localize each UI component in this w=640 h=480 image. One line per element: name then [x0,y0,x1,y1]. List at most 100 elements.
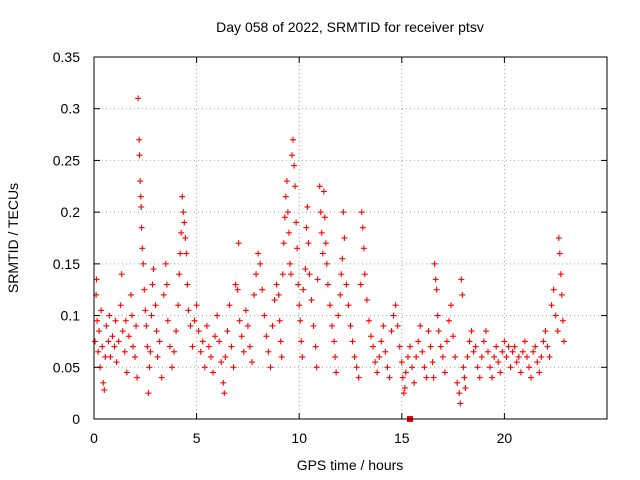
data-point [466,338,473,345]
data-point [331,338,338,345]
data-point [317,209,324,216]
data-point [322,240,329,247]
data-point [544,343,551,350]
data-point [542,328,549,335]
data-point [265,348,272,355]
data-point [295,281,302,288]
data-point [267,364,274,371]
data-point [433,286,440,293]
data-point [136,136,143,143]
data-point [338,271,345,278]
data-point [304,203,311,210]
data-point [404,353,411,360]
data-point [96,328,103,335]
data-point [456,390,463,397]
axis-ticks: 0 0.05 0.1 0.15 0.2 0.25 0.3 0.35 0 5 10 15 20 [53,49,607,446]
data-point [235,240,242,247]
data-point [189,343,196,350]
data-point [484,348,491,355]
data-point [102,353,109,360]
data-point [501,338,508,345]
data-point [136,152,143,159]
data-point [111,343,118,350]
y-tick-label: 0.1 [61,308,81,324]
data-point [160,291,167,298]
data-point [138,224,145,231]
data-point [457,400,464,407]
data-point [191,317,198,324]
data-point [439,353,446,360]
data-point [183,250,190,257]
data-point [299,353,306,360]
data-point [103,322,110,329]
x-tick-label: 20 [497,430,513,446]
data-point [283,178,290,185]
data-point [141,286,148,293]
data-point [181,219,188,226]
data-point [353,364,360,371]
data-point [224,328,231,335]
data-point [534,359,541,366]
data-point [511,343,518,350]
data-point [556,250,563,257]
data-point [263,333,270,340]
data-point [560,338,567,345]
data-point [99,343,106,350]
y-axis-label: SRMTID / TECUs [5,183,21,293]
data-point [552,312,559,319]
data-point [296,302,303,309]
data-point [343,281,350,288]
data-point [386,374,393,381]
data-point [419,348,426,355]
data-point [413,353,420,360]
data-point [285,229,292,236]
data-point [482,328,489,335]
data-point [305,240,312,247]
data-point [133,322,140,329]
data-point [137,193,144,200]
data-point [319,250,326,257]
data-point [257,260,264,267]
data-point [177,250,184,257]
data-point [302,266,309,273]
data-point [101,387,108,394]
data-point [499,348,506,355]
data-point [123,369,130,376]
data-point [273,281,280,288]
data-point [462,384,469,391]
data-point [171,348,178,355]
data-point [280,240,287,247]
data-point [538,353,545,360]
data-point [431,260,438,267]
data-point [201,364,208,371]
data-point [448,302,455,309]
data-point [521,338,528,345]
data-point [361,271,368,278]
data-point [468,328,475,335]
data-point [128,312,135,319]
data-point [291,162,298,169]
data-point [407,343,414,350]
data-point [282,193,289,200]
data-point [230,364,237,371]
data-point [557,271,564,278]
data-point [158,374,165,381]
data-point [423,374,430,381]
data-point [326,302,333,309]
data-point [127,291,134,298]
data-point [142,307,149,314]
data-point [432,276,439,283]
data-point [278,353,285,360]
data-point [207,353,214,360]
data-point [298,338,305,345]
data-point [550,286,557,293]
data-point [558,291,565,298]
data-point [185,307,192,314]
data-point [349,338,356,345]
data-point [242,307,249,314]
data-point [461,374,468,381]
data-point [526,364,533,371]
data-point [559,317,566,324]
data-point [555,235,562,241]
data-point [339,255,346,262]
